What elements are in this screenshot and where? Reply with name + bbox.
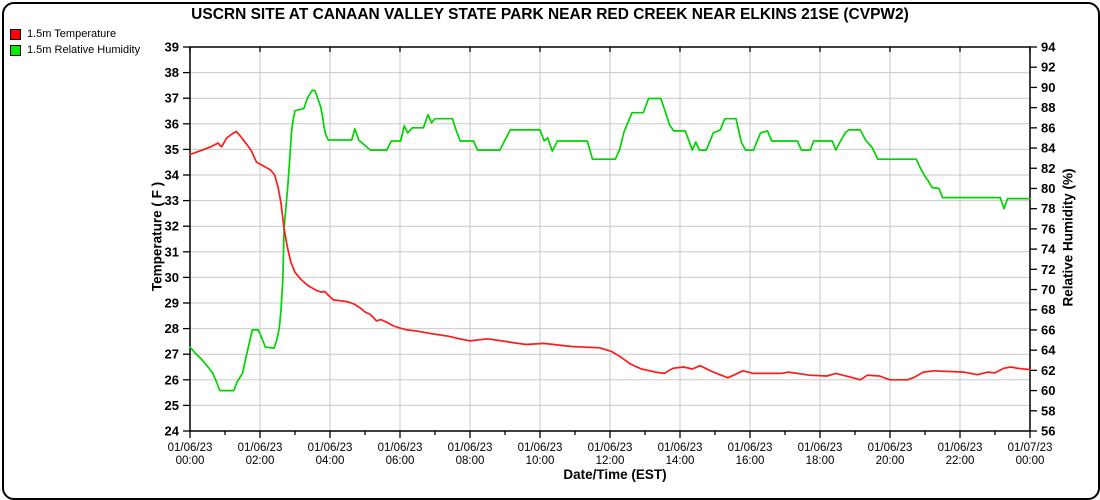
y-left-tick-label: 37 — [165, 91, 179, 106]
y-left-tick-label: 29 — [165, 296, 179, 311]
y-right-tick-label: 64 — [1041, 343, 1056, 358]
temperature-swatch-icon — [10, 28, 21, 40]
y-left-tick-label: 27 — [165, 347, 179, 362]
y-left-tick-label: 26 — [165, 372, 179, 387]
y-axis-title-left: Temperature ( F ) — [149, 181, 165, 292]
x-tick-date: 01/06/23 — [238, 442, 283, 454]
y-right-tick-label: 76 — [1041, 221, 1055, 236]
y-right-tick-label: 78 — [1041, 201, 1055, 216]
y-left-tick-label: 35 — [165, 142, 179, 157]
y-right-tick-label: 60 — [1041, 383, 1055, 398]
x-tick-time: 00:00 — [176, 455, 205, 467]
x-tick-time: 06:00 — [386, 455, 415, 467]
y-right-tick-label: 70 — [1041, 282, 1055, 297]
x-tick-date: 01/06/23 — [168, 442, 213, 454]
x-tick-date: 01/07/23 — [1008, 442, 1053, 454]
y-left-tick-label: 39 — [165, 40, 179, 55]
y-right-tick-label: 92 — [1041, 60, 1055, 75]
x-tick-date: 01/06/23 — [308, 442, 353, 454]
y-right-tick-label: 74 — [1041, 242, 1056, 257]
y-right-tick-label: 80 — [1041, 181, 1055, 196]
x-tick-time: 02:00 — [246, 455, 275, 467]
legend-item-temperature: 1.5m Temperature — [10, 26, 140, 42]
humidity-swatch-icon — [10, 44, 21, 56]
x-tick-date: 01/06/23 — [658, 442, 703, 454]
temperature-line — [189, 130, 1031, 381]
legend: 1.5m Temperature 1.5m Relative Humidity — [10, 26, 140, 58]
y-right-tick-label: 72 — [1041, 262, 1055, 277]
y-left-tick-label: 38 — [165, 65, 179, 80]
y-right-tick-label: 94 — [1041, 40, 1056, 55]
x-tick-time: 08:00 — [456, 455, 485, 467]
legend-item-humidity: 1.5m Relative Humidity — [10, 42, 140, 58]
y-left-tick-label: 36 — [165, 116, 179, 131]
x-tick-time: 00:00 — [1016, 455, 1045, 467]
x-tick-date: 01/06/23 — [378, 442, 423, 454]
y-right-tick-label: 82 — [1041, 161, 1055, 176]
chart-title: USCRN SITE AT CANAAN VALLEY STATE PARK N… — [191, 6, 909, 23]
y-right-tick-label: 88 — [1041, 100, 1055, 115]
x-tick-date: 01/06/23 — [938, 442, 983, 454]
x-tick-time: 10:00 — [526, 455, 555, 467]
y-right-tick-label: 68 — [1041, 302, 1055, 317]
x-tick-time: 22:00 — [946, 455, 975, 467]
y-axis-title-right: Relative Humidity (%) — [1060, 168, 1076, 307]
y-right-tick-label: 58 — [1041, 403, 1055, 418]
y-left-tick-label: 28 — [165, 321, 179, 336]
y-left-tick-label: 30 — [165, 270, 179, 285]
y-left-tick-label: 34 — [165, 168, 180, 183]
humidity-line — [189, 89, 1031, 392]
y-left-tick-label: 25 — [165, 398, 179, 413]
legend-label-temperature: 1.5m Temperature — [27, 28, 117, 40]
x-tick-time: 12:00 — [596, 455, 625, 467]
x-tick-date: 01/06/23 — [798, 442, 843, 454]
y-right-tick-label: 56 — [1041, 424, 1055, 439]
y-right-tick-label: 84 — [1041, 141, 1056, 156]
x-tick-date: 01/06/23 — [728, 442, 773, 454]
x-tick-date: 01/06/23 — [448, 442, 493, 454]
y-right-tick-label: 62 — [1041, 363, 1055, 378]
x-axis-title: Date/Time (EST) — [563, 467, 667, 482]
y-right-tick-label: 90 — [1041, 80, 1055, 95]
x-tick-time: 20:00 — [876, 455, 905, 467]
x-tick-date: 01/06/23 — [518, 442, 563, 454]
x-tick-date: 01/06/23 — [588, 442, 633, 454]
x-tick-date: 01/06/23 — [868, 442, 913, 454]
y-left-tick-label: 24 — [165, 424, 180, 439]
y-right-tick-label: 86 — [1041, 120, 1055, 135]
x-tick-time: 04:00 — [316, 455, 345, 467]
y-left-tick-label: 33 — [165, 193, 179, 208]
x-tick-time: 18:00 — [806, 455, 835, 467]
x-tick-time: 16:00 — [736, 455, 765, 467]
legend-label-humidity: 1.5m Relative Humidity — [27, 44, 141, 56]
y-left-tick-label: 31 — [165, 244, 179, 259]
x-tick-time: 14:00 — [666, 455, 695, 467]
y-left-tick-label: 32 — [165, 219, 179, 234]
y-right-tick-label: 66 — [1041, 322, 1055, 337]
